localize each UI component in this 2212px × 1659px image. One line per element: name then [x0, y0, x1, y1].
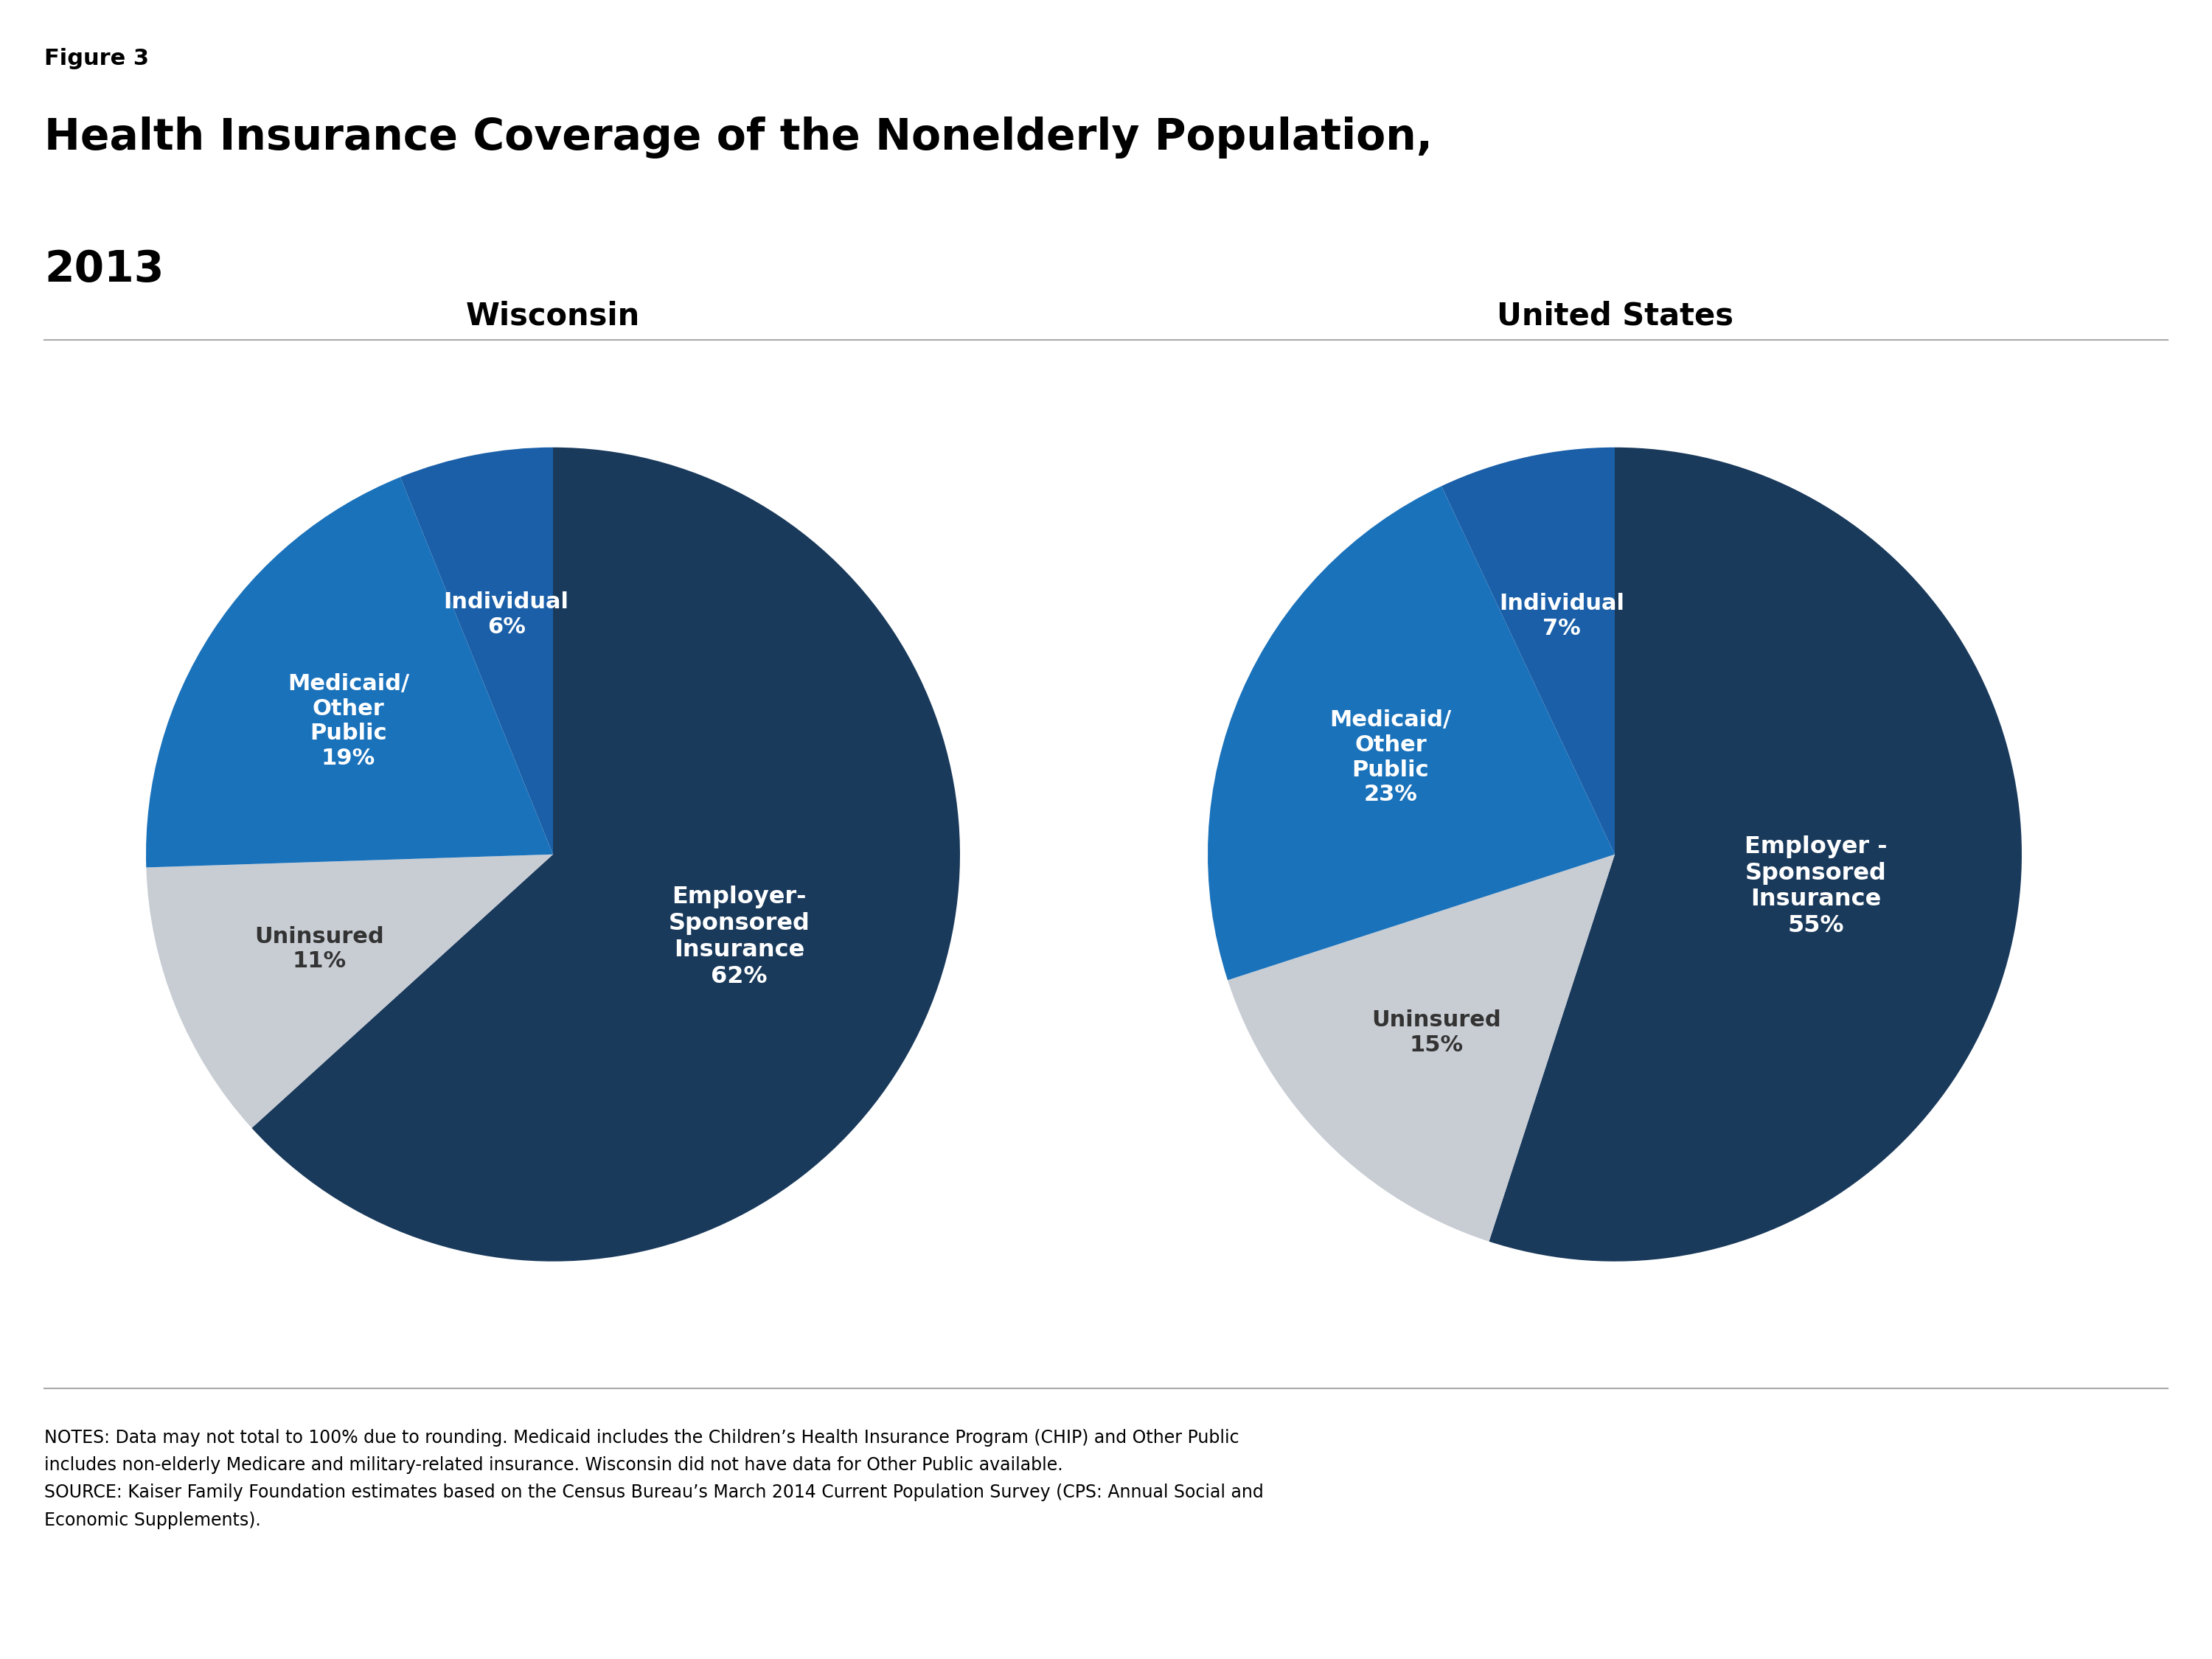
Text: Health Insurance Coverage of the Nonelderly Population,: Health Insurance Coverage of the Nonelde… [44, 116, 1433, 159]
Text: Uninsured
11%: Uninsured 11% [254, 926, 385, 972]
Text: KAISER: KAISER [2015, 1501, 2088, 1520]
Wedge shape [1228, 854, 1615, 1241]
Text: Medicaid/
Other
Public
23%: Medicaid/ Other Public 23% [1329, 710, 1451, 805]
Title: United States: United States [1495, 300, 1734, 332]
Text: FOUNDATION: FOUNDATION [2013, 1601, 2090, 1611]
Wedge shape [146, 854, 553, 1128]
Text: Individual
6%: Individual 6% [445, 592, 568, 637]
Wedge shape [1489, 448, 2022, 1261]
Wedge shape [400, 448, 553, 854]
Wedge shape [252, 448, 960, 1261]
Text: FAMILY: FAMILY [2017, 1531, 2086, 1550]
Title: Wisconsin: Wisconsin [467, 300, 639, 332]
Text: Uninsured
15%: Uninsured 15% [1371, 1010, 1502, 1055]
Text: THE HENRY J.: THE HENRY J. [2013, 1442, 2090, 1452]
Text: NOTES: Data may not total to 100% due to rounding. Medicaid includes the Childre: NOTES: Data may not total to 100% due to… [44, 1428, 1263, 1530]
Text: Individual
7%: Individual 7% [1500, 592, 1624, 639]
Wedge shape [1208, 486, 1615, 980]
Wedge shape [1442, 448, 1615, 854]
Text: Figure 3: Figure 3 [44, 48, 148, 70]
Text: Employer-
Sponsored
Insurance
62%: Employer- Sponsored Insurance 62% [668, 886, 810, 987]
Text: Medicaid/
Other
Public
19%: Medicaid/ Other Public 19% [288, 674, 409, 770]
Wedge shape [146, 478, 553, 868]
Text: Employer -
Sponsored
Insurance
55%: Employer - Sponsored Insurance 55% [1745, 834, 1887, 937]
Text: 2013: 2013 [44, 249, 164, 290]
